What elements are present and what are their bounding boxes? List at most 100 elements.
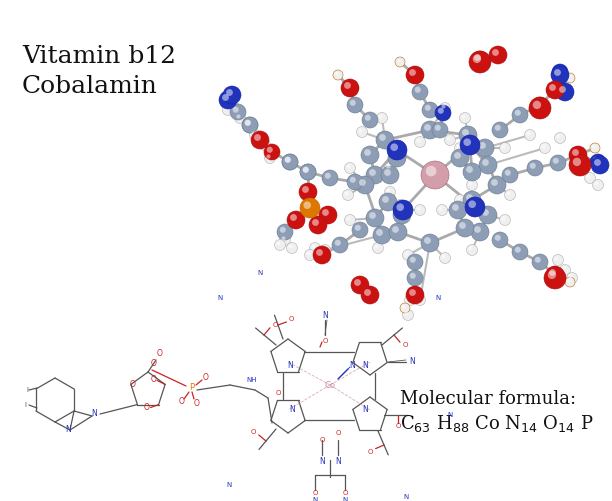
Circle shape: [255, 135, 261, 141]
Circle shape: [307, 205, 316, 214]
Circle shape: [547, 82, 563, 98]
Circle shape: [554, 67, 561, 73]
Circle shape: [324, 212, 334, 222]
Text: N: N: [287, 361, 293, 370]
Circle shape: [409, 70, 416, 76]
Circle shape: [382, 196, 389, 203]
Circle shape: [482, 145, 491, 155]
Circle shape: [403, 306, 408, 312]
Circle shape: [406, 286, 424, 304]
Circle shape: [342, 80, 358, 96]
Text: N: N: [226, 482, 231, 488]
Circle shape: [305, 203, 311, 209]
Circle shape: [349, 177, 356, 183]
Circle shape: [307, 205, 316, 214]
Circle shape: [304, 189, 315, 199]
Circle shape: [302, 186, 309, 193]
Circle shape: [354, 279, 361, 286]
Circle shape: [367, 117, 376, 126]
Circle shape: [444, 134, 455, 145]
Text: P: P: [190, 383, 195, 392]
Text: O: O: [144, 403, 149, 412]
Text: O: O: [323, 338, 327, 344]
Circle shape: [347, 97, 363, 113]
Text: O: O: [203, 374, 209, 382]
Circle shape: [236, 114, 241, 119]
Circle shape: [594, 181, 599, 185]
Circle shape: [535, 100, 541, 106]
Circle shape: [409, 69, 416, 76]
Circle shape: [506, 191, 510, 195]
Circle shape: [448, 138, 454, 144]
Circle shape: [235, 109, 244, 118]
Circle shape: [323, 210, 329, 216]
Circle shape: [537, 259, 546, 268]
Circle shape: [275, 239, 286, 250]
Circle shape: [466, 166, 473, 173]
Circle shape: [348, 166, 354, 172]
Circle shape: [285, 157, 291, 163]
Circle shape: [314, 247, 330, 263]
Circle shape: [348, 218, 354, 224]
Text: O: O: [312, 490, 318, 496]
Text: N: N: [342, 497, 348, 501]
Circle shape: [551, 87, 561, 97]
Circle shape: [332, 237, 348, 253]
Text: N: N: [319, 456, 325, 465]
Circle shape: [535, 257, 541, 263]
Text: O: O: [157, 350, 163, 359]
Circle shape: [381, 166, 399, 184]
Circle shape: [303, 167, 309, 173]
Text: Vitamin b12: Vitamin b12: [22, 45, 176, 68]
Circle shape: [386, 164, 390, 168]
Circle shape: [592, 145, 595, 148]
Circle shape: [427, 127, 436, 137]
Circle shape: [346, 193, 352, 199]
Circle shape: [546, 266, 564, 284]
Circle shape: [550, 85, 556, 91]
Circle shape: [345, 83, 351, 89]
Circle shape: [345, 214, 356, 225]
Circle shape: [550, 270, 556, 276]
Circle shape: [412, 292, 420, 301]
Circle shape: [325, 212, 334, 221]
Circle shape: [412, 72, 420, 81]
Circle shape: [307, 205, 316, 214]
Circle shape: [407, 270, 423, 286]
Circle shape: [319, 252, 327, 261]
Circle shape: [595, 159, 603, 168]
Circle shape: [247, 122, 256, 131]
Circle shape: [470, 248, 476, 254]
Circle shape: [556, 134, 561, 139]
Text: N: N: [362, 361, 368, 370]
Circle shape: [231, 104, 236, 109]
Circle shape: [493, 182, 503, 192]
Circle shape: [590, 143, 600, 153]
Circle shape: [415, 87, 421, 93]
Circle shape: [387, 140, 407, 160]
Circle shape: [346, 216, 351, 220]
Circle shape: [347, 174, 363, 190]
Circle shape: [252, 131, 256, 136]
Text: N: N: [403, 494, 409, 500]
Circle shape: [440, 110, 449, 119]
Circle shape: [489, 46, 507, 64]
Circle shape: [414, 204, 425, 215]
Circle shape: [547, 82, 563, 98]
Circle shape: [532, 101, 541, 109]
Circle shape: [381, 137, 391, 147]
Circle shape: [395, 142, 406, 153]
Circle shape: [559, 86, 566, 93]
Circle shape: [345, 83, 351, 89]
Circle shape: [561, 89, 571, 99]
Circle shape: [379, 134, 386, 141]
Circle shape: [250, 129, 261, 140]
Circle shape: [386, 188, 390, 192]
Circle shape: [359, 179, 366, 186]
Circle shape: [577, 166, 581, 170]
Circle shape: [491, 179, 498, 186]
Circle shape: [303, 187, 309, 193]
Circle shape: [228, 92, 238, 102]
Circle shape: [251, 131, 269, 149]
Circle shape: [460, 135, 480, 155]
